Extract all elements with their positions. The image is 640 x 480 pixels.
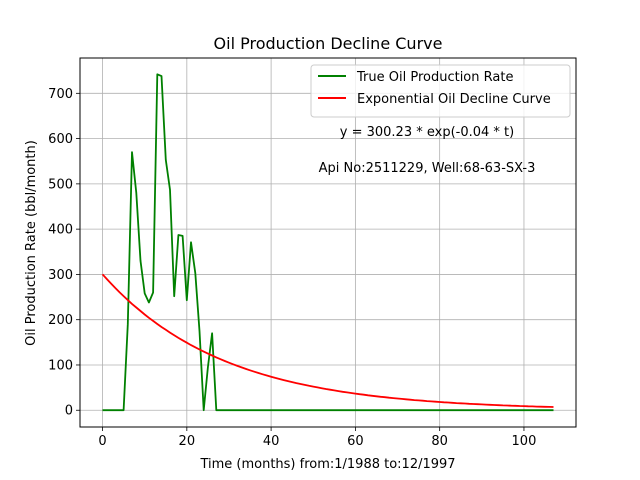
y-tick-label: 0 [65, 404, 73, 419]
y-tick-label: 600 [48, 132, 73, 147]
legend-box [310, 64, 571, 118]
y-tick-label: 500 [48, 177, 73, 192]
legend: True Oil Production Rate Exponential Oil… [310, 64, 571, 118]
y-tick-label: 400 [48, 223, 73, 238]
x-tick-label: 0 [98, 434, 106, 449]
series-line-exponential [101, 273, 554, 408]
series-line-true-oil [102, 73, 554, 412]
y-tick-label: 200 [48, 313, 73, 328]
x-tick-label: 60 [347, 434, 364, 449]
well-annotation: Api No:2511229, Well:68-63-SX-3 [319, 161, 536, 176]
x-tick-label: 100 [512, 434, 537, 449]
chart-title: Oil Production Decline Curve [214, 34, 443, 53]
y-tick-label: 700 [48, 87, 73, 102]
legend-label-exponential: Exponential Oil Decline Curve [357, 92, 551, 107]
x-axis-label: Time (months) from:1/1988 to:12/1997 [199, 457, 455, 472]
y-tick-label: 100 [48, 358, 73, 373]
axis-ticks: 0 20 40 60 80 100 0 100 200 300 400 500 600 700 [48, 87, 536, 449]
x-tick-label: 80 [431, 434, 448, 449]
x-tick-label: 40 [263, 434, 280, 449]
plot-frame [79, 57, 577, 428]
x-tick-label: 20 [179, 434, 196, 449]
y-tick-label: 300 [48, 268, 73, 283]
legend-label-true-oil: True Oil Production Rate [356, 70, 513, 85]
equation-annotation: y = 300.23 * exp(-0.04 * t) [340, 125, 514, 140]
series-lines [101, 73, 554, 412]
y-axis-label: Oil Production Rate (bbl/month) [24, 140, 39, 346]
